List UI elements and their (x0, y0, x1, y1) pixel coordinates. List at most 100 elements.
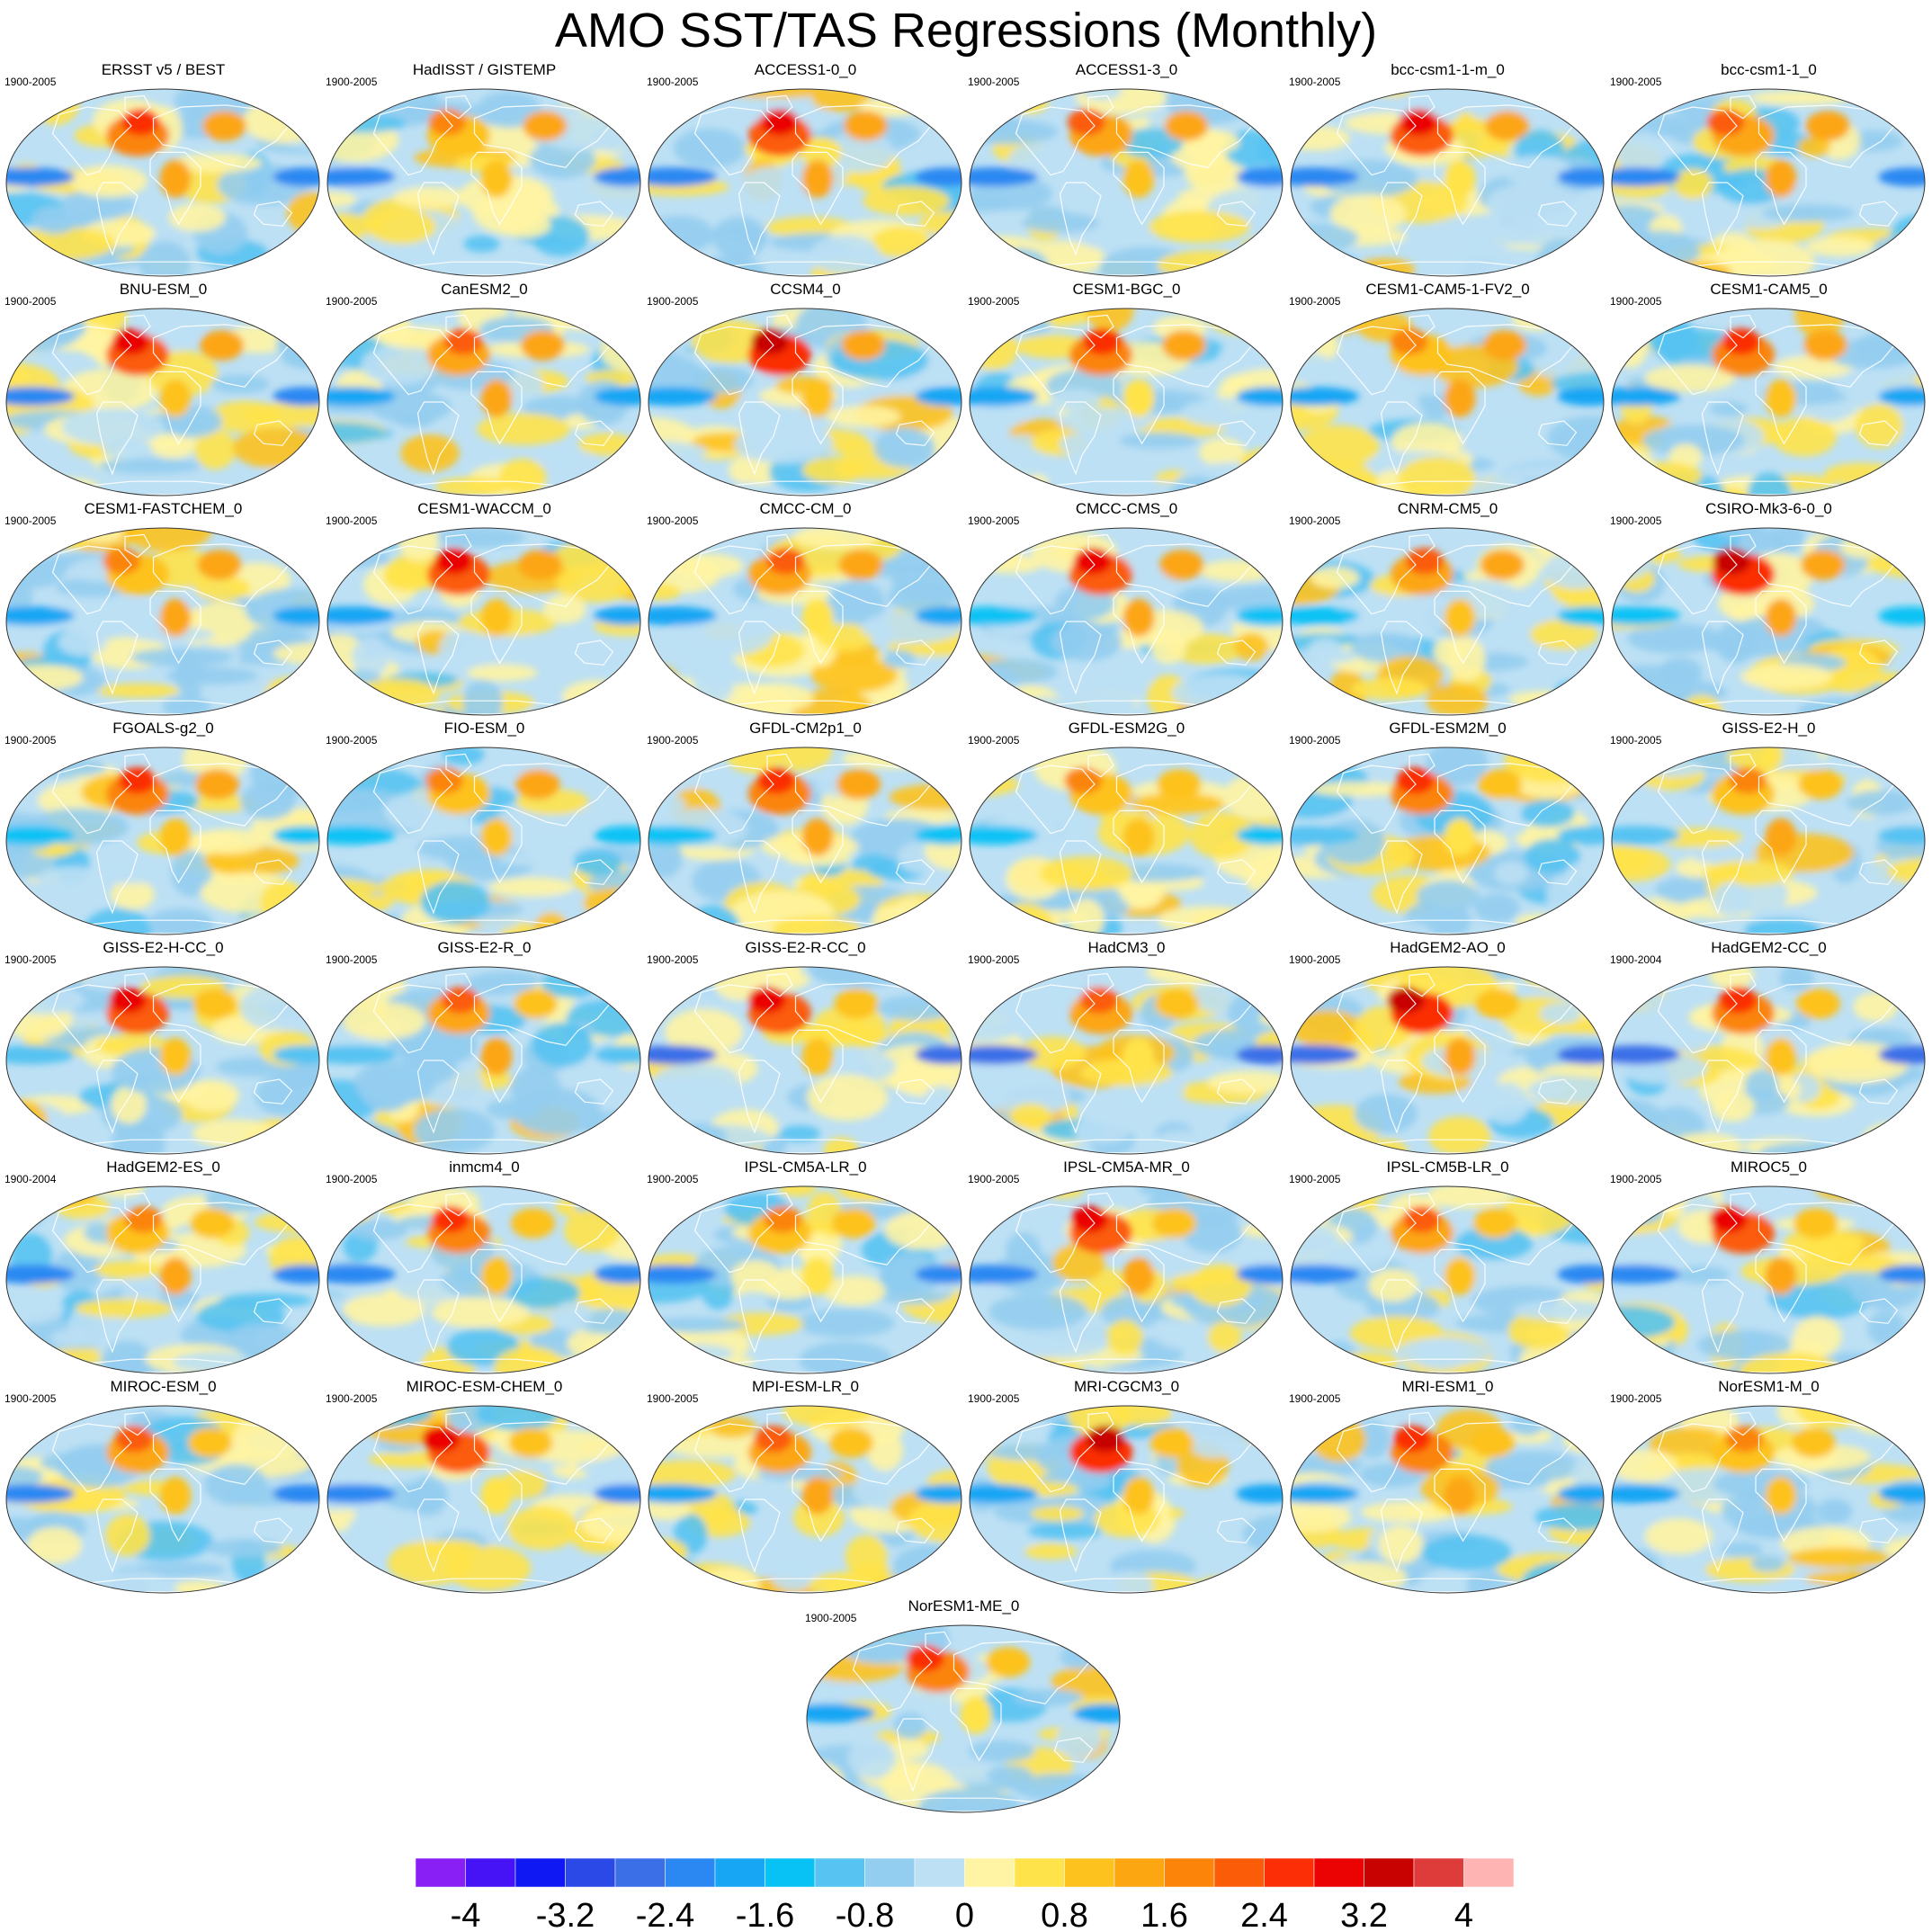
panel-title: IPSL-CM5B-LR_0 (1386, 1158, 1509, 1176)
map-panel: HadGEM2-CC_0 1900-2004 (1608, 939, 1929, 1155)
panel-period: 1900-2005 (326, 734, 378, 747)
panel-period: 1900-2005 (968, 514, 1020, 527)
panel-period: 1900-2005 (647, 734, 699, 747)
regression-map (5, 1405, 320, 1594)
panel-period: 1900-2005 (968, 1392, 1020, 1405)
regression-map (5, 527, 320, 716)
map-panel: FGOALS-g2_0 1900-2005 (3, 720, 324, 935)
panel-period: 1900-2005 (647, 953, 699, 966)
regression-map (326, 966, 641, 1155)
map-panel: GISS-E2-R_0 1900-2005 (324, 939, 645, 1155)
panel-period: 1900-2005 (326, 1173, 378, 1185)
regression-map (5, 308, 320, 496)
map-panel: GISS-E2-H_0 1900-2005 (1608, 720, 1929, 935)
panel-title: HadGEM2-AO_0 (1390, 939, 1506, 956)
panel-period: 1900-2005 (968, 295, 1020, 308)
regression-map (969, 747, 1284, 935)
regression-map (5, 88, 320, 277)
map-panel: ACCESS1-3_0 1900-2005 (966, 61, 1287, 277)
map-panel: CESM1-CAM5-1-FV2_0 1900-2005 (1287, 281, 1608, 496)
map-panel: CESM1-BGC_0 1900-2005 (966, 281, 1287, 496)
regression-map (326, 527, 641, 716)
colorbar-tick-label: 0 (955, 1897, 974, 1932)
regression-map (648, 88, 962, 277)
colorbar-swatch (1264, 1857, 1315, 1888)
panel-title: CMCC-CMS_0 (1075, 500, 1178, 517)
panel-period: 1900-2005 (968, 734, 1020, 747)
map-panel: FIO-ESM_0 1900-2005 (324, 720, 645, 935)
map-panel: CESM1-CAM5_0 1900-2005 (1608, 281, 1929, 496)
panel-title: GFDL-CM2p1_0 (749, 720, 862, 737)
regression-map (648, 1405, 962, 1594)
regression-map (648, 308, 962, 496)
panel-period: 1900-2005 (1289, 1392, 1341, 1405)
panel-title: NorESM1-ME_0 (908, 1597, 1020, 1614)
regression-map (806, 1624, 1121, 1813)
panel-title: CSIRO-Mk3-6-0_0 (1705, 500, 1832, 517)
colorbar-swatch (864, 1857, 916, 1888)
panel-period: 1900-2005 (326, 295, 378, 308)
panel-period: 1900-2005 (326, 514, 378, 527)
panel-title: MPI-ESM-LR_0 (751, 1378, 860, 1395)
panel-title: CESM1-WACCM_0 (417, 500, 551, 517)
regression-map (969, 1405, 1284, 1594)
panel-period: 1900-2005 (1289, 1173, 1341, 1185)
regression-map (969, 527, 1284, 716)
map-panel: MRI-CGCM3_0 1900-2005 (966, 1378, 1287, 1594)
panel-period: 1900-2005 (968, 953, 1020, 966)
regression-map (5, 1185, 320, 1374)
map-panel: GFDL-CM2p1_0 1900-2005 (645, 720, 966, 935)
regression-map (1290, 1405, 1605, 1594)
colorbar-swatch (765, 1857, 816, 1888)
panel-title: inmcm4_0 (449, 1158, 520, 1176)
map-panel: CSIRO-Mk3-6-0_0 1900-2005 (1608, 500, 1929, 716)
panel-title: ACCESS1-0_0 (754, 61, 857, 78)
map-panel: CMCC-CM_0 1900-2005 (645, 500, 966, 716)
map-panel: ERSST v5 / BEST 1900-2005 (3, 61, 324, 277)
panel-title: CESM1-FASTCHEM_0 (84, 500, 243, 517)
colorbar-swatch (614, 1857, 666, 1888)
panel-period: 1900-2005 (968, 76, 1020, 88)
panel-title: HadCM3_0 (1087, 939, 1166, 956)
map-panel: CCSM4_0 1900-2005 (645, 281, 966, 496)
regression-map (648, 966, 962, 1155)
map-panel: inmcm4_0 1900-2005 (324, 1158, 645, 1374)
panel-title: HadGEM2-ES_0 (106, 1158, 220, 1176)
map-panel: CESM1-WACCM_0 1900-2005 (324, 500, 645, 716)
panel-period: 1900-2004 (1610, 953, 1662, 966)
regression-map (5, 966, 320, 1155)
map-panel: GFDL-ESM2G_0 1900-2005 (966, 720, 1287, 935)
colorbar-tick-label: -4 (451, 1897, 481, 1932)
map-panel: MIROC-ESM-CHEM_0 1900-2005 (324, 1378, 645, 1594)
regression-map (969, 966, 1284, 1155)
regression-map (1290, 527, 1605, 716)
panel-period: 1900-2005 (647, 295, 699, 308)
panel-period: 1900-2005 (1289, 76, 1341, 88)
colorbar-swatch (1364, 1857, 1415, 1888)
regression-map (326, 1185, 641, 1374)
panel-title: ERSST v5 / BEST (101, 61, 226, 78)
panel-title: BNU-ESM_0 (119, 281, 208, 298)
colorbar-swatch (415, 1857, 466, 1888)
regression-map (1290, 1185, 1605, 1374)
panel-period: 1900-2005 (4, 734, 57, 747)
panel-period: 1900-2005 (4, 953, 57, 966)
map-panel: CMCC-CMS_0 1900-2005 (966, 500, 1287, 716)
colorbar-tick-label: 1.6 (1140, 1897, 1188, 1932)
panel-period: 1900-2005 (647, 76, 699, 88)
panel-period: 1900-2005 (4, 295, 57, 308)
panel-period: 1900-2005 (4, 514, 57, 527)
panel-title: GISS-E2-H-CC_0 (103, 939, 224, 956)
map-panel: GFDL-ESM2M_0 1900-2005 (1287, 720, 1608, 935)
colorbar-tick-label: 4 (1454, 1897, 1473, 1932)
colorbar-tick-label: 2.4 (1240, 1897, 1288, 1932)
colorbar-tick-label: -2.4 (636, 1897, 694, 1932)
colorbar-swatch (814, 1857, 865, 1888)
colorbar-swatch (1014, 1857, 1065, 1888)
panel-period: 1900-2005 (4, 1392, 57, 1405)
panel-title: GISS-E2-H_0 (1722, 720, 1816, 737)
panel-title: CCSM4_0 (770, 281, 841, 298)
map-panel: IPSL-CM5B-LR_0 1900-2005 (1287, 1158, 1608, 1374)
panel-period: 1900-2005 (1610, 514, 1662, 527)
regression-map (969, 308, 1284, 496)
